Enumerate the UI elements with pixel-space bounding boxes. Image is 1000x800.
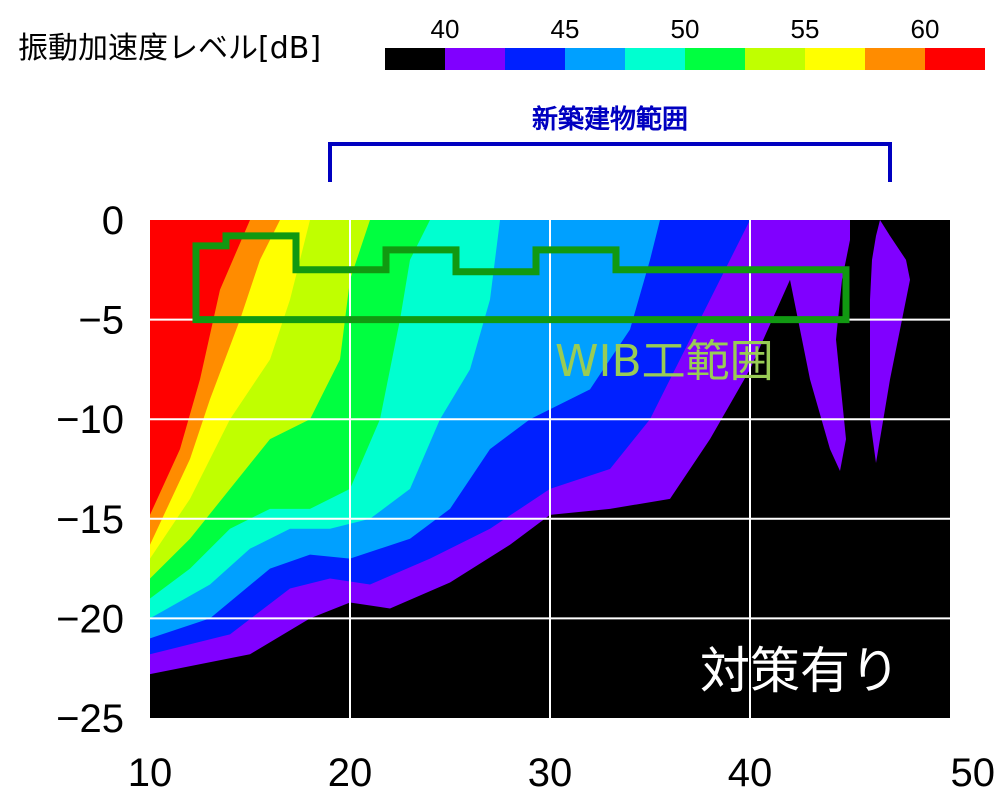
legend-title: 振動加速度レベル[dB] (18, 31, 321, 66)
y-tick-label: −5 (78, 299, 124, 343)
x-tick-label: 50 (951, 751, 996, 795)
x-tick-label: 30 (528, 751, 573, 795)
legend-swatch (445, 48, 505, 70)
plot-area: WIB工範囲 対策有り (150, 220, 950, 718)
legend-swatch (625, 48, 685, 70)
new-building-bracket: 新築建物範囲 (328, 104, 892, 182)
legend-swatch (865, 48, 925, 70)
legend-swatch (925, 48, 985, 70)
contour-island (770, 220, 850, 471)
contour-island (870, 220, 910, 464)
legend-tick-label: 50 (671, 14, 700, 44)
x-axis-tick-labels: 10 20 30 40 50 (128, 751, 995, 795)
legend-swatch (745, 48, 805, 70)
y-tick-label: −15 (56, 498, 124, 542)
condition-label: 対策有り (700, 642, 900, 700)
legend-tick-label: 55 (791, 14, 820, 44)
legend-swatch (385, 48, 445, 70)
bracket-label: 新築建物範囲 (532, 104, 688, 135)
x-tick-label: 20 (328, 751, 373, 795)
wib-outline (192, 232, 850, 324)
legend: 振動加速度レベル[dB] 40 45 50 55 60 (18, 14, 985, 70)
contour-fill (150, 220, 250, 515)
x-tick-label: 10 (128, 751, 173, 795)
legend-tick-labels: 40 45 50 55 60 (431, 14, 940, 44)
legend-tick-label: 45 (551, 14, 580, 44)
y-tick-label: −10 (56, 398, 124, 442)
y-axis-tick-labels: 0 −5 −10 −15 −20 −25 (56, 199, 124, 741)
legend-tick-label: 40 (431, 14, 460, 44)
legend-swatch (805, 48, 865, 70)
legend-swatch (505, 48, 565, 70)
contour-fills (150, 220, 910, 675)
bracket-line (328, 142, 892, 182)
legend-colorbar (385, 48, 985, 70)
legend-tick-label: 60 (911, 14, 940, 44)
legend-swatch (565, 48, 625, 70)
x-tick-label: 40 (728, 751, 773, 795)
y-tick-label: −25 (56, 697, 124, 741)
legend-swatch (685, 48, 745, 70)
y-tick-label: −20 (56, 597, 124, 641)
y-tick-label: 0 (102, 199, 124, 243)
wib-label: WIB工範囲 (555, 336, 774, 387)
